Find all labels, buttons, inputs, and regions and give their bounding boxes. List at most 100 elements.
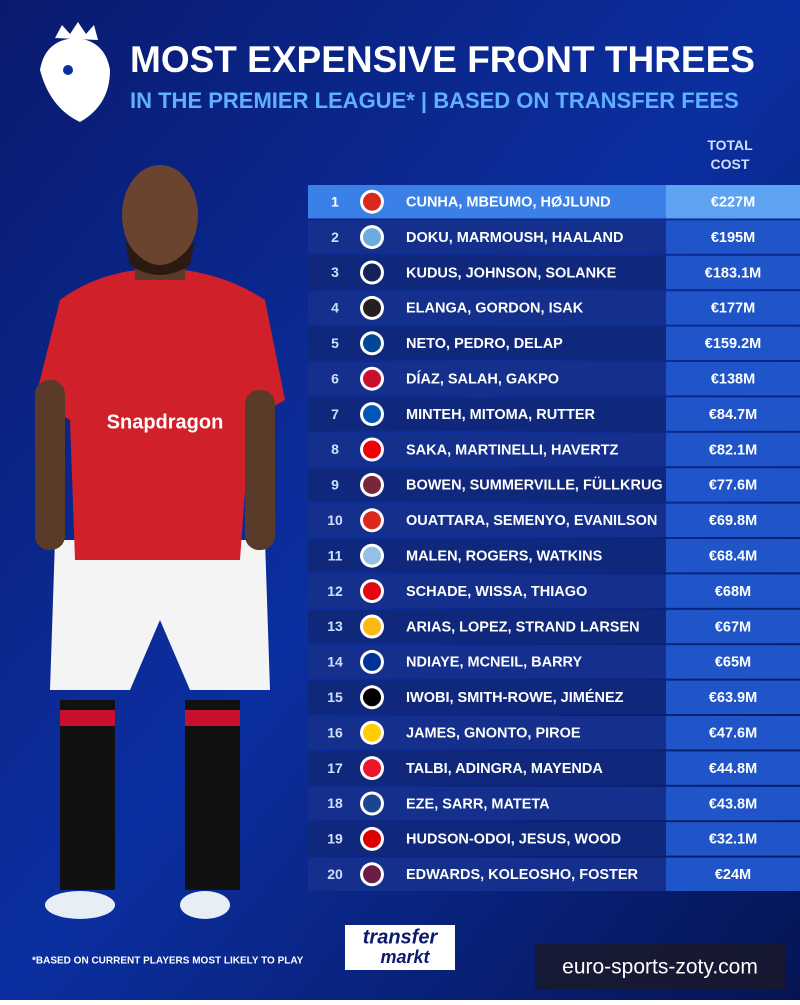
- cost-cell: [666, 220, 800, 254]
- club-badge-inner: [363, 298, 381, 317]
- rank: 3: [331, 264, 339, 280]
- cost-cell: [666, 468, 800, 502]
- players: ELANGA, GORDON, ISAK: [406, 301, 584, 317]
- total-cost: €84.7M: [709, 407, 757, 423]
- cost-cell: [666, 432, 800, 467]
- rank: 2: [331, 229, 339, 245]
- players: NDIAYE, MCNEIL, BARRY: [406, 655, 582, 671]
- total-cost: €77.6M: [709, 478, 757, 494]
- table: 1 CUNHA, MBEUMO, HØJLUND €227M 2 DOKU, MARMO…: [308, 185, 800, 891]
- total-cost: €68.4M: [709, 549, 757, 565]
- cost-cell: [666, 822, 800, 856]
- players: EDWARDS, KOLEOSHO, FOSTER: [406, 867, 639, 883]
- rank: 7: [331, 406, 339, 422]
- players: DÍAZ, SALAH, GAKPO: [406, 371, 559, 388]
- cost-cell: [666, 680, 800, 714]
- column-header-box: TOTAL COST: [707, 137, 752, 172]
- players: SAKA, MARTINELLI, HAVERTZ: [406, 442, 619, 458]
- club-badge-inner: [363, 192, 381, 211]
- cost-cell: [666, 751, 800, 785]
- players: JAMES, GNONTO, PIROE: [406, 726, 581, 742]
- players: EZE, SARR, MATETA: [406, 796, 550, 812]
- total-cost: €44.8M: [709, 761, 757, 777]
- rank: 14: [327, 654, 343, 670]
- club-badge-inner: [363, 652, 381, 671]
- cost-cell: [666, 609, 800, 644]
- total-cost: €68M: [715, 584, 751, 600]
- club-badge-inner: [363, 546, 381, 565]
- total-cost: €183.1M: [705, 265, 761, 281]
- total-cost: €177M: [711, 301, 755, 317]
- club-badge-inner: [363, 334, 381, 353]
- rank: 18: [327, 795, 343, 811]
- rank: 1: [331, 193, 339, 209]
- players: ARIAS, LOPEZ, STRAND LARSEN: [406, 619, 640, 635]
- players: DOKU, MARMOUSH, HAALAND: [406, 230, 624, 246]
- total-cost: €65M: [715, 655, 751, 671]
- club-badge-inner: [363, 405, 381, 424]
- club-badge-inner: [363, 865, 381, 884]
- total-cost: €47.6M: [709, 726, 757, 742]
- club-badge-inner: [363, 475, 381, 494]
- players: NETO, PEDRO, DELAP: [406, 336, 563, 352]
- rank: 19: [327, 831, 343, 847]
- cost-cell: [666, 185, 800, 219]
- rank: 20: [327, 866, 343, 882]
- club-badge-inner: [363, 829, 381, 848]
- club-badge-inner: [363, 723, 381, 742]
- player-figure: Snapdragon: [35, 165, 285, 919]
- total-cost: €67M: [715, 619, 751, 635]
- total-cost: €227M: [711, 195, 755, 211]
- total-cost: €63.9M: [709, 690, 757, 706]
- rank: 4: [331, 300, 339, 316]
- total-cost: €138M: [711, 372, 755, 388]
- rank: 10: [327, 512, 343, 528]
- club-badge-inner: [363, 440, 381, 459]
- rank: 15: [327, 689, 343, 705]
- cost-cell: [666, 255, 800, 290]
- rank: 6: [331, 370, 339, 386]
- club-badge-inner: [363, 263, 381, 282]
- logo-top: transfer: [363, 926, 439, 948]
- title: MOST EXPENSIVE FRONT THREES: [130, 39, 755, 80]
- club-badge-inner: [363, 582, 381, 601]
- total-cost: €32.1M: [709, 832, 757, 848]
- logo-bottom: markt: [380, 947, 430, 967]
- club-badge-inner: [363, 369, 381, 388]
- cost-cell: [666, 539, 800, 573]
- cost-cell: [666, 503, 800, 537]
- cost-cell: [666, 397, 800, 431]
- subtitle: IN THE PREMIER LEAGUE* | BASED ON TRANSF…: [130, 88, 739, 113]
- total-cost: €195M: [711, 230, 755, 246]
- cost-cell: [666, 362, 800, 396]
- players: IWOBI, SMITH-ROWE, JIMÉNEZ: [406, 689, 624, 706]
- club-badge-inner: [363, 759, 381, 778]
- rank: 16: [327, 724, 343, 740]
- rank: 13: [327, 618, 343, 634]
- rank: 5: [331, 335, 339, 351]
- players: MALEN, ROGERS, WATKINS: [406, 549, 603, 565]
- total-cost: €24M: [715, 867, 751, 883]
- rank: 11: [328, 547, 343, 563]
- cost-cell: [666, 716, 800, 750]
- players: BOWEN, SUMMERVILLE, FÜLLKRUG: [406, 477, 663, 494]
- rank: 17: [327, 760, 343, 776]
- footnote: *BASED ON CURRENT PLAYERS MOST LIKELY TO…: [32, 956, 304, 967]
- club-badge-inner: [363, 228, 381, 247]
- cost-cell: [666, 645, 800, 679]
- rank: 12: [327, 583, 343, 599]
- club-badge-inner: [363, 511, 381, 530]
- cost-cell: [666, 326, 800, 360]
- club-badge-inner: [363, 688, 381, 707]
- total-cost: €159.2M: [705, 336, 761, 352]
- transfermarkt-logo: transfer markt: [345, 925, 455, 970]
- players: MINTEH, MITOMA, RUTTER: [406, 407, 596, 423]
- players: OUATTARA, SEMENYO, EVANILSON: [406, 513, 657, 529]
- cost-cell: [666, 574, 800, 608]
- total-cost: €43.8M: [709, 796, 757, 812]
- watermark: euro-sports-zoty.com: [562, 956, 758, 979]
- total-cost: €82.1M: [709, 442, 757, 458]
- cost-cell: [666, 291, 800, 325]
- svg-text:Snapdragon: Snapdragon: [107, 411, 224, 433]
